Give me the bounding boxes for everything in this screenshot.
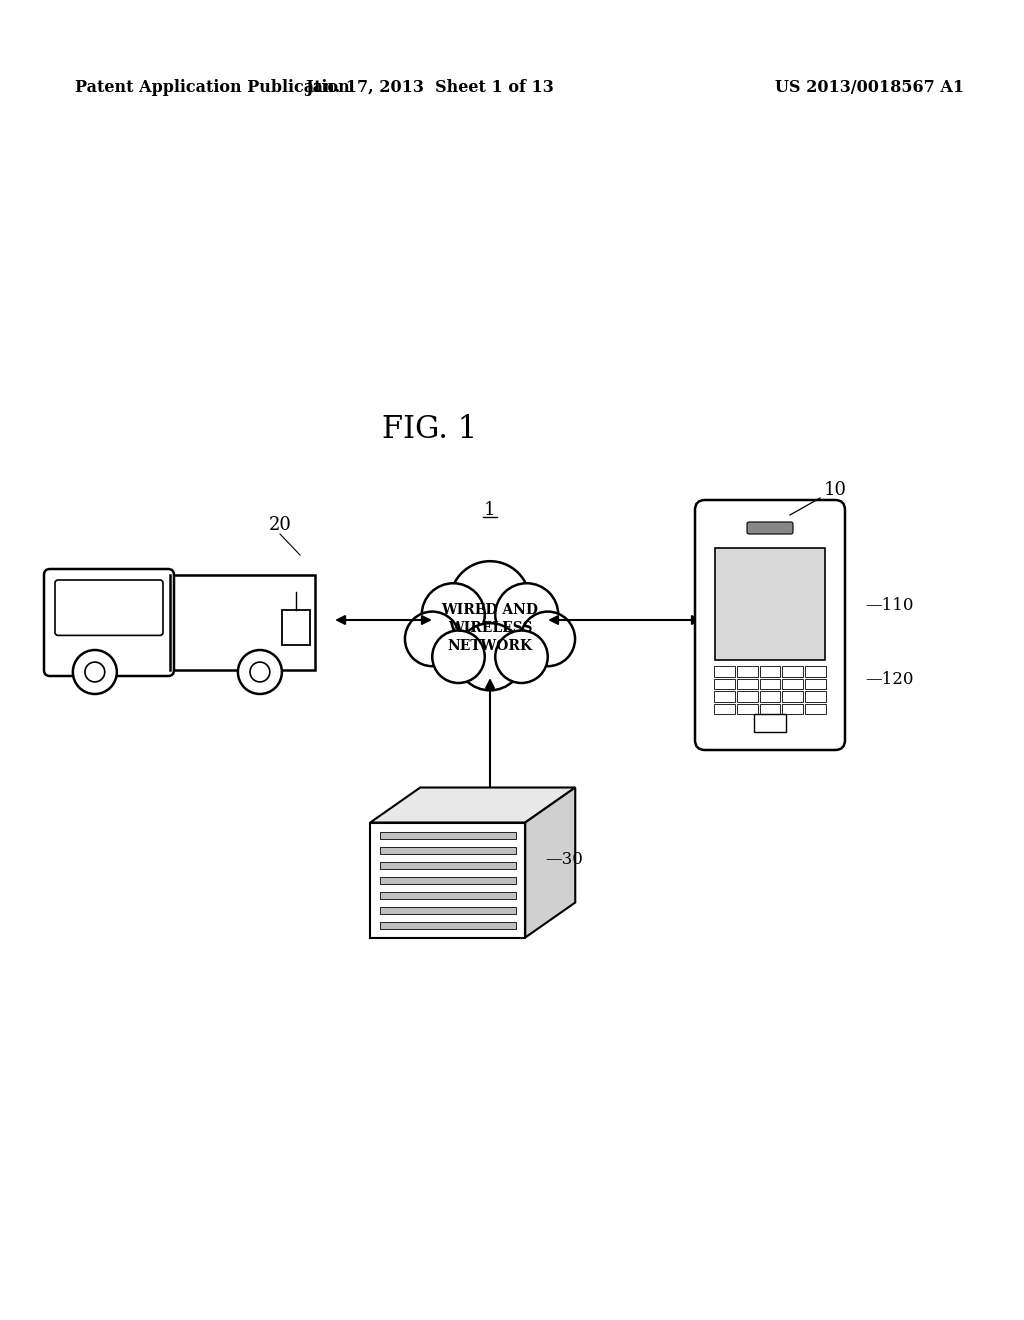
FancyBboxPatch shape (44, 569, 174, 676)
Circle shape (432, 631, 484, 682)
Bar (737, 667, 758, 676)
Text: 10: 10 (823, 480, 847, 499)
Polygon shape (371, 788, 575, 822)
Text: US 2013/0018567 A1: US 2013/0018567 A1 (775, 79, 965, 96)
Bar (760, 690, 780, 701)
Polygon shape (525, 788, 575, 937)
Bar (805, 690, 826, 701)
Bar (715, 548, 825, 660)
Bar (760, 704, 780, 714)
Bar (737, 678, 758, 689)
Bar (760, 667, 780, 676)
Bar (380, 862, 516, 870)
Bar (282, 610, 310, 645)
Circle shape (457, 623, 523, 690)
Bar (760, 678, 780, 689)
Circle shape (238, 649, 282, 694)
Bar (714, 690, 735, 701)
Circle shape (496, 583, 558, 647)
Text: Patent Application Publication: Patent Application Publication (75, 79, 350, 96)
Bar (380, 907, 516, 915)
Circle shape (73, 649, 117, 694)
Bar (782, 667, 803, 676)
Circle shape (496, 631, 548, 682)
Text: FIG. 1: FIG. 1 (382, 414, 477, 446)
Text: WIRED AND
WIRELESS
NETWORK: WIRED AND WIRELESS NETWORK (441, 603, 539, 653)
Bar (714, 704, 735, 714)
Bar (380, 892, 516, 899)
Bar (380, 846, 516, 854)
Circle shape (451, 561, 529, 642)
FancyBboxPatch shape (55, 579, 163, 635)
Bar (754, 714, 786, 733)
Circle shape (422, 583, 484, 647)
Bar (782, 690, 803, 701)
Circle shape (404, 611, 460, 667)
Bar (805, 678, 826, 689)
Bar (380, 832, 516, 840)
Circle shape (85, 663, 104, 682)
Text: 1: 1 (484, 502, 496, 519)
Bar (380, 876, 516, 884)
Text: 20: 20 (268, 516, 292, 535)
Bar (371, 822, 525, 937)
Bar (170, 576, 315, 671)
Bar (714, 667, 735, 676)
FancyBboxPatch shape (746, 521, 793, 535)
FancyBboxPatch shape (695, 500, 845, 750)
Bar (714, 678, 735, 689)
Text: —110: —110 (865, 597, 913, 614)
Bar (805, 704, 826, 714)
Text: —120: —120 (865, 672, 913, 689)
Bar (782, 678, 803, 689)
Text: —30: —30 (545, 851, 583, 869)
Circle shape (520, 611, 575, 667)
Bar (380, 921, 516, 929)
Bar (737, 704, 758, 714)
Bar (782, 704, 803, 714)
Bar (737, 690, 758, 701)
Circle shape (250, 663, 269, 682)
Text: Jan. 17, 2013  Sheet 1 of 13: Jan. 17, 2013 Sheet 1 of 13 (305, 79, 554, 96)
Bar (805, 667, 826, 676)
